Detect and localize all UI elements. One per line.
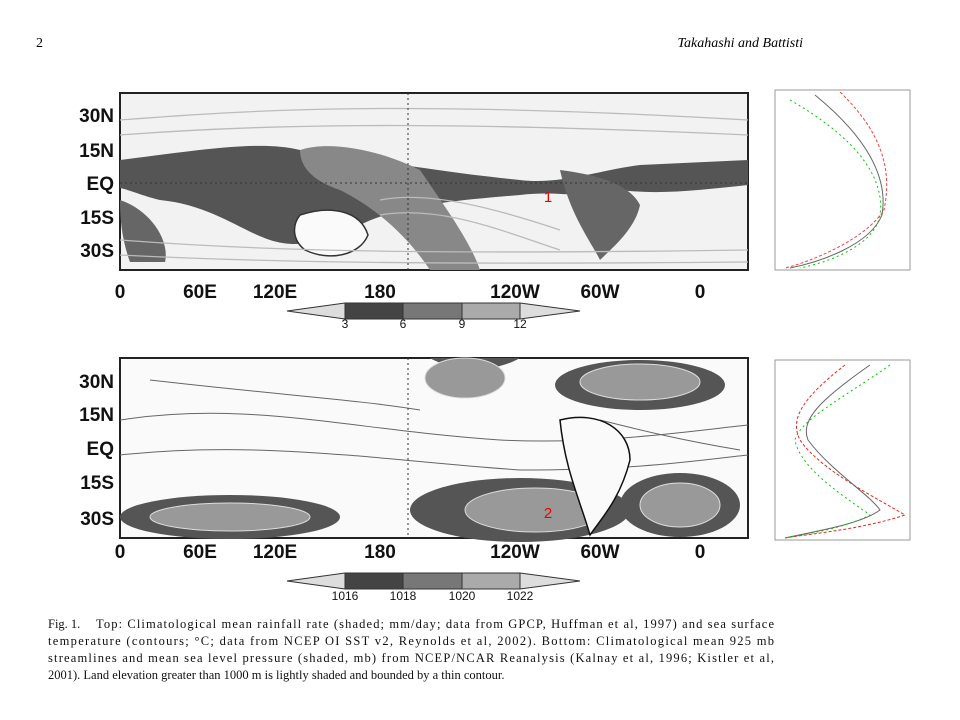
colorbar-swatch (402, 302, 463, 320)
lon-label: 180 (364, 542, 396, 563)
lon-label: 0 (115, 542, 126, 563)
colorbar-label: 3 (342, 317, 349, 331)
colorbar-label: 12 (513, 317, 527, 331)
lon-label: 0 (115, 282, 126, 303)
lat-label: 30N (79, 106, 114, 127)
colorbar-label: 1016 (332, 589, 359, 603)
lat-label: 15S (80, 208, 114, 229)
caption-line: Top: Climatological mean rainfall rate (… (96, 617, 774, 631)
colorbar-swatch (402, 572, 463, 590)
colorbar-label: 1022 (507, 589, 534, 603)
colorbar-label: 1018 (390, 589, 417, 603)
lon-label: 120E (253, 282, 297, 303)
lon-label: 60W (580, 542, 619, 563)
lat-label: 15S (80, 473, 114, 494)
region-marker: 1 (544, 189, 552, 206)
lat-label: EQ (87, 439, 114, 460)
lat-label: 15N (79, 405, 114, 426)
lon-label: 0 (695, 542, 706, 563)
rainfall-map (119, 92, 749, 271)
lat-label: 15N (79, 141, 114, 162)
pressure-map (119, 357, 749, 542)
lon-label: 60W (580, 282, 619, 303)
lon-label: 60E (183, 282, 217, 303)
caption-label: Fig. 1. (48, 617, 80, 631)
lon-label: 0 (695, 282, 706, 303)
caption-line: streamlines and mean sea level pressure … (48, 651, 774, 665)
colorbar-label: 9 (459, 317, 466, 331)
colorbar-swatch (461, 572, 521, 590)
caption: Top: Climatological mean rainfall rate (… (48, 617, 774, 682)
lat-label: 30S (80, 241, 114, 262)
caption-line: 2001). Land elevation greater than 1000 … (48, 668, 505, 682)
colorbar-swatch (344, 572, 404, 590)
lon-label: 60E (183, 542, 217, 563)
colorbar-swatch (461, 302, 521, 320)
lon-label: 120E (253, 542, 297, 563)
lat-label: EQ (87, 174, 114, 195)
region-marker: 2 (544, 505, 552, 522)
running-header: Takahashi and Battisti (677, 36, 803, 51)
colorbar-swatch (344, 302, 404, 320)
lon-label: 120W (490, 282, 540, 303)
lat-label: 30N (79, 372, 114, 393)
caption-line: temperature (contours; °C; data from NCE… (48, 634, 774, 648)
lon-label: 180 (364, 282, 396, 303)
lon-label: 120W (490, 542, 540, 563)
colorbar-label: 6 (400, 317, 407, 331)
profile-plots (774, 89, 911, 541)
lat-label: 30S (80, 509, 114, 530)
page-number: 2 (36, 36, 43, 51)
colorbar-label: 1020 (449, 589, 476, 603)
